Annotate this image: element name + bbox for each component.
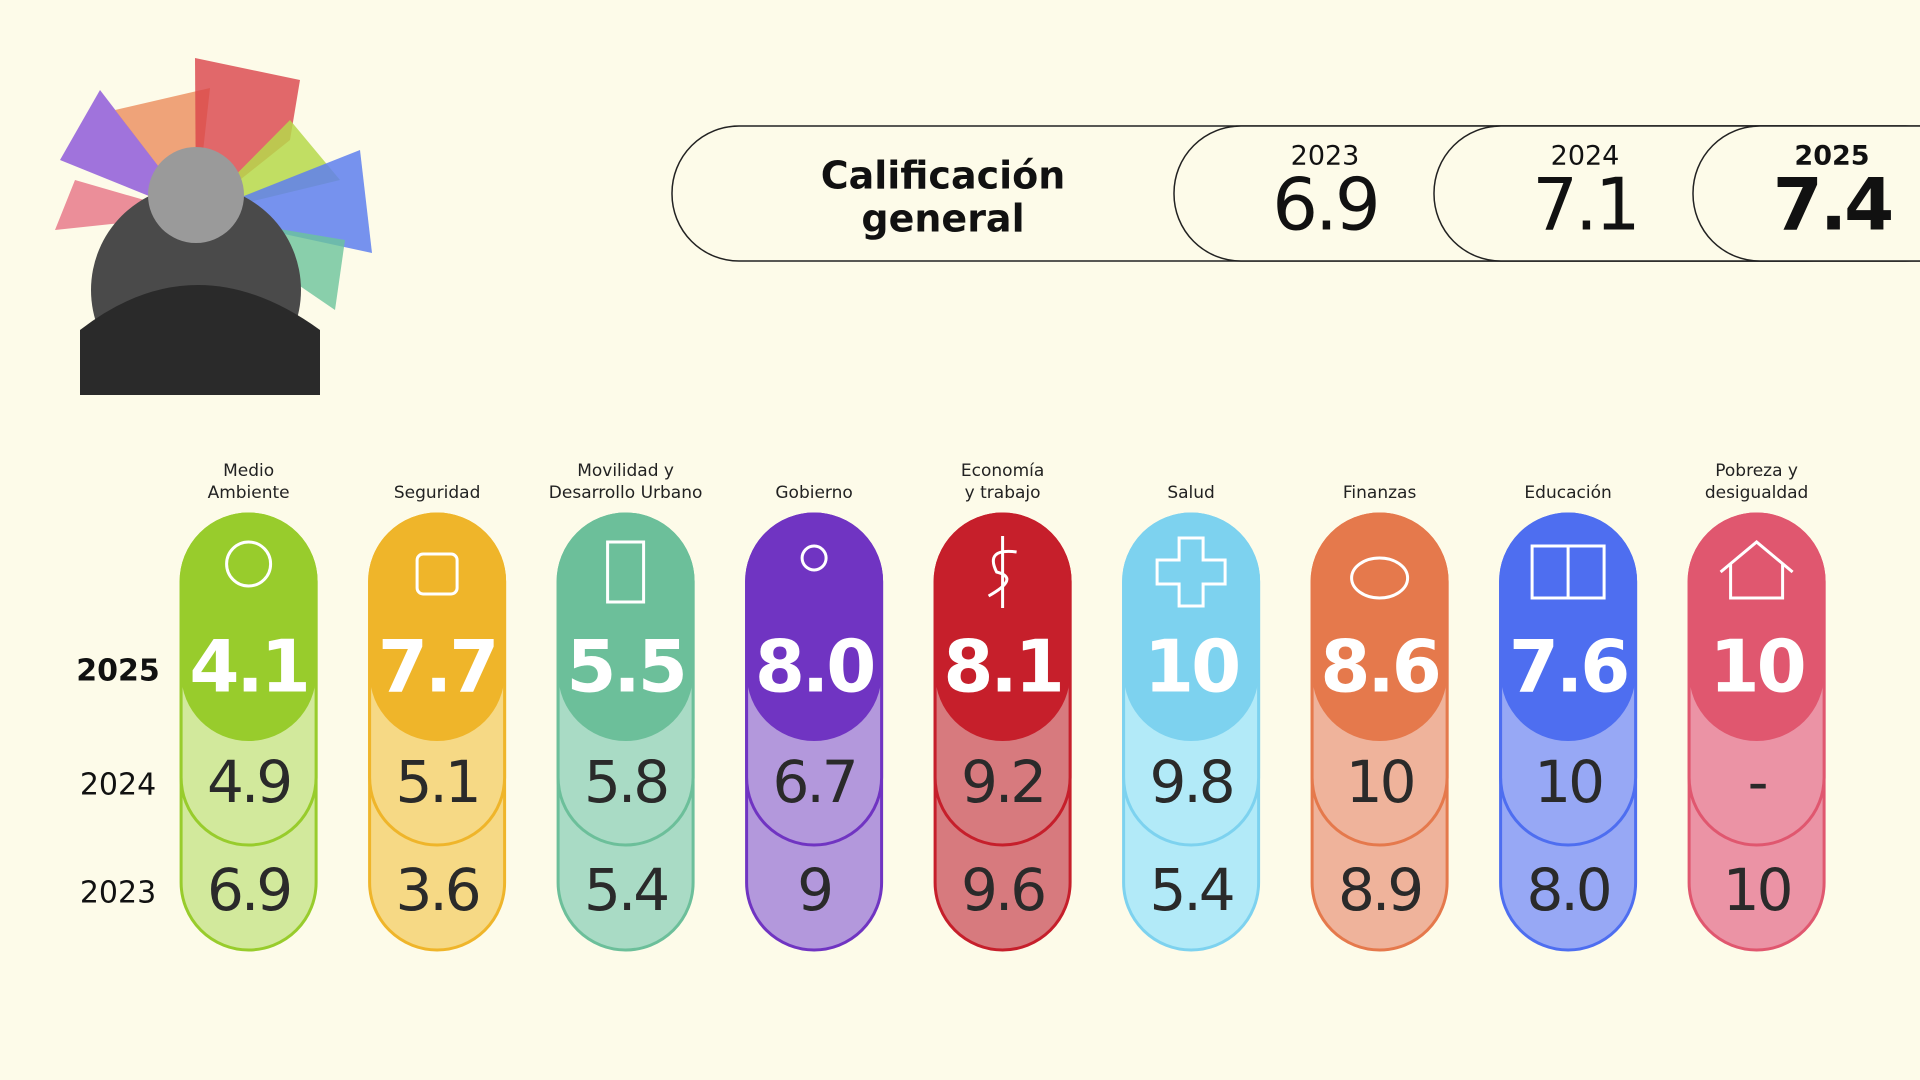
year-pill (1692, 125, 1920, 262)
score: 5.4 (584, 856, 667, 924)
category-icon (1155, 536, 1227, 608)
pill-2025 (1500, 514, 1636, 741)
portrait-decoration (55, 58, 372, 395)
score: 10 (1534, 748, 1602, 816)
category-name: Desarrollo Urbano (549, 483, 703, 503)
category-icon (1719, 540, 1794, 600)
score: 10 (1144, 625, 1238, 709)
category-name: Pobreza y (1715, 461, 1798, 481)
category-name: Seguridad (394, 483, 481, 503)
category-name: Salud (1167, 483, 1215, 503)
score: 5.1 (395, 748, 478, 816)
category-name: Ambiente (208, 483, 290, 503)
pill-2025 (1312, 514, 1448, 741)
category-name: Finanzas (1343, 483, 1417, 503)
score: 3.6 (395, 856, 478, 924)
score: 8.6 (1320, 625, 1439, 709)
score: 9.8 (1149, 748, 1232, 816)
score: 6.9 (207, 856, 290, 924)
category-icon (1350, 556, 1410, 600)
year-score: 6.9 (1272, 163, 1378, 247)
category-name: Medio (223, 461, 274, 481)
score: 9 (797, 856, 831, 924)
year-score: 7.1 (1532, 163, 1638, 247)
score: 8.0 (1526, 856, 1609, 924)
category-icon (800, 544, 828, 572)
category-icon (415, 552, 459, 596)
year-label: 2024 (1551, 141, 1620, 172)
category-name: Economía (961, 461, 1044, 481)
pill-2025 (746, 514, 882, 741)
score: - (1748, 748, 1767, 816)
score: 5.5 (566, 625, 685, 709)
score: 4.9 (207, 748, 290, 816)
year-label: 2023 (1291, 141, 1360, 172)
title: Calificación (821, 154, 1066, 198)
row-label: 2023 (80, 876, 156, 911)
pill-2025 (558, 514, 694, 741)
row-label: 2025 (76, 654, 160, 689)
year-score: 7.4 (1773, 163, 1892, 247)
score: 7.7 (378, 625, 497, 709)
score: 8.1 (943, 625, 1062, 709)
category-icon (225, 540, 273, 588)
score: 4.1 (189, 625, 308, 709)
category-name: Educación (1524, 483, 1611, 503)
score: 10 (1723, 856, 1791, 924)
score: 9.6 (961, 856, 1044, 924)
title: general (861, 197, 1024, 241)
pill-2025 (181, 514, 317, 741)
category-name: Gobierno (775, 483, 852, 503)
pill-2025 (369, 514, 505, 741)
category-name: y trabajo (965, 483, 1041, 503)
score: 10 (1346, 748, 1414, 816)
score: 9.2 (961, 748, 1044, 816)
score: 10 (1709, 625, 1803, 709)
category-name: desigualdad (1705, 483, 1809, 503)
score: 8.0 (755, 625, 874, 709)
score: 6.7 (772, 748, 855, 816)
score: 8.9 (1338, 856, 1421, 924)
category-icon (1530, 544, 1606, 600)
category-icon (606, 540, 646, 604)
pill-2025 (935, 514, 1071, 741)
score: 5.8 (584, 748, 667, 816)
score: 5.4 (1149, 856, 1232, 924)
score: 7.6 (1509, 625, 1628, 709)
year-label: 2025 (1794, 141, 1869, 172)
category-name: Movilidad y (577, 461, 674, 481)
row-label: 2024 (80, 768, 156, 803)
category-icon (987, 536, 1017, 608)
